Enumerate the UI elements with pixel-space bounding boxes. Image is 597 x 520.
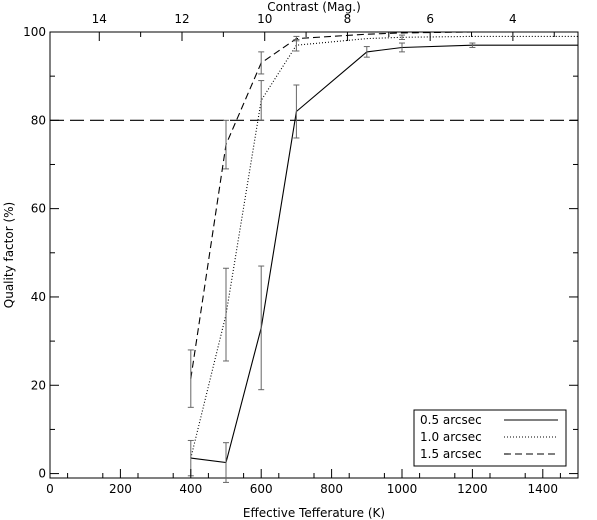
- legend-label-1: 0.5 arcsec: [420, 413, 482, 427]
- series-line-2: [190, 35, 578, 459]
- y-axis-title: Quality factor (%): [2, 202, 16, 308]
- x-tick-label-600: 600: [250, 482, 273, 496]
- y-tick-label-80: 80: [31, 113, 46, 127]
- top-axis-title: Contrast (Mag.): [267, 0, 361, 14]
- series-line-3: [190, 31, 578, 379]
- axis-labels-layer: 0 200 400 600 800 1000 1200 1400 0 20 40 60 80 100 14 1…: [23, 12, 558, 496]
- y-tick-label-0: 0: [38, 467, 46, 481]
- error-bar-layer: [187, 34, 476, 483]
- y-tick-label-100: 100: [23, 25, 46, 39]
- top-tick-label-4: 4: [509, 12, 517, 26]
- x-tick-label-1000: 1000: [387, 482, 418, 496]
- series-line-1: [190, 44, 578, 464]
- axis-ticks-layer: [49, 31, 578, 478]
- top-tick-label-12: 12: [174, 12, 189, 26]
- x-tick-label-800: 800: [320, 482, 343, 496]
- x-axis-title: Effective Tefferature (K): [243, 506, 385, 520]
- y-tick-label-20: 20: [31, 378, 46, 392]
- x-tick-label-0: 0: [46, 482, 54, 496]
- top-tick-label-14: 14: [92, 12, 107, 26]
- x-tick-label-1400: 1400: [528, 482, 559, 496]
- legend-box: [413, 409, 567, 467]
- top-tick-label-10: 10: [257, 12, 272, 26]
- top-tick-label-6: 6: [426, 12, 434, 26]
- legend-label-3: 1.5 arcsec: [420, 447, 482, 461]
- y-tick-label-40: 40: [31, 290, 46, 304]
- series-layer: [190, 31, 578, 464]
- x-tick-label-200: 200: [109, 482, 132, 496]
- legend: 0.5 arcsec 1.0 arcsec 1.5 arcsec: [413, 409, 567, 467]
- x-tick-label-400: 400: [179, 482, 202, 496]
- top-tick-label-8: 8: [344, 12, 352, 26]
- legend-label-2: 1.0 arcsec: [420, 430, 482, 444]
- x-tick-label-1200: 1200: [457, 482, 488, 496]
- y-tick-label-60: 60: [31, 202, 46, 216]
